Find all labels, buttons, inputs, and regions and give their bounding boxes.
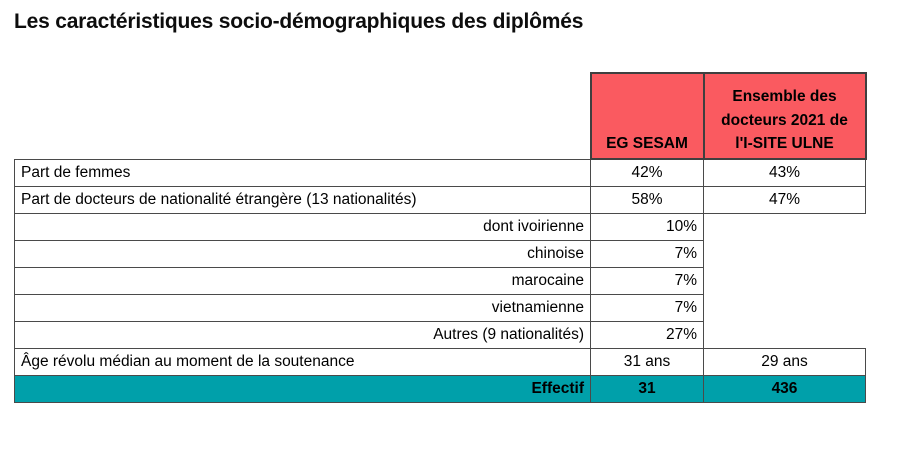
eg-sesam-value: 42% [590, 158, 704, 187]
row-label: Effectif [14, 374, 591, 403]
table-row: dont ivoirienne 10% [14, 212, 866, 241]
eg-sesam-value: 27% [590, 320, 704, 349]
table-row: vietnamienne 7% [14, 293, 866, 322]
table-row-effectif: Effectif 31 436 [14, 374, 866, 403]
ensemble-value: 43% [703, 158, 866, 187]
header-empty-cell [14, 73, 591, 159]
demographics-table: EG SESAM Ensemble des docteurs 2021 de l… [14, 72, 867, 403]
col-header-eg-sesam: EG SESAM [589, 72, 705, 160]
table-header-row: EG SESAM Ensemble des docteurs 2021 de l… [14, 72, 867, 160]
row-label: Autres (9 nationalités) [14, 320, 591, 349]
table-row: Part de docteurs de nationalité étrangèr… [14, 185, 866, 214]
ensemble-value: 29 ans [703, 347, 866, 376]
row-label: Âge révolu médian au moment de la souten… [14, 347, 591, 376]
eg-sesam-value: 31 [590, 374, 704, 403]
row-label: chinoise [14, 239, 591, 268]
ensemble-value-empty [703, 321, 866, 348]
row-label: dont ivoirienne [14, 212, 591, 241]
eg-sesam-value: 7% [590, 293, 704, 322]
table-row: Âge révolu médian au moment de la souten… [14, 347, 866, 376]
table-row: chinoise 7% [14, 239, 866, 268]
eg-sesam-value: 58% [590, 185, 704, 214]
ensemble-value: 47% [703, 185, 866, 214]
ensemble-value-empty [703, 294, 866, 321]
row-label: marocaine [14, 266, 591, 295]
eg-sesam-value: 7% [590, 266, 704, 295]
col-header-ensemble: Ensemble des docteurs 2021 de l'I-SITE U… [702, 72, 867, 160]
table: EG SESAM Ensemble des docteurs 2021 de l… [14, 72, 867, 403]
ensemble-value-empty [703, 267, 866, 294]
table-row: Autres (9 nationalités) 27% [14, 320, 866, 349]
ensemble-value: 436 [703, 374, 866, 403]
ensemble-value-empty [703, 213, 866, 240]
table-row: Part de femmes 42% 43% [14, 158, 866, 187]
page-title: Les caractéristiques socio-démographique… [14, 10, 584, 33]
eg-sesam-value: 31 ans [590, 347, 704, 376]
row-label: Part de docteurs de nationalité étrangèr… [14, 185, 591, 214]
eg-sesam-value: 10% [590, 212, 704, 241]
eg-sesam-value: 7% [590, 239, 704, 268]
row-label: Part de femmes [14, 158, 591, 187]
table-row: marocaine 7% [14, 266, 866, 295]
ensemble-value-empty [703, 240, 866, 267]
row-label: vietnamienne [14, 293, 591, 322]
